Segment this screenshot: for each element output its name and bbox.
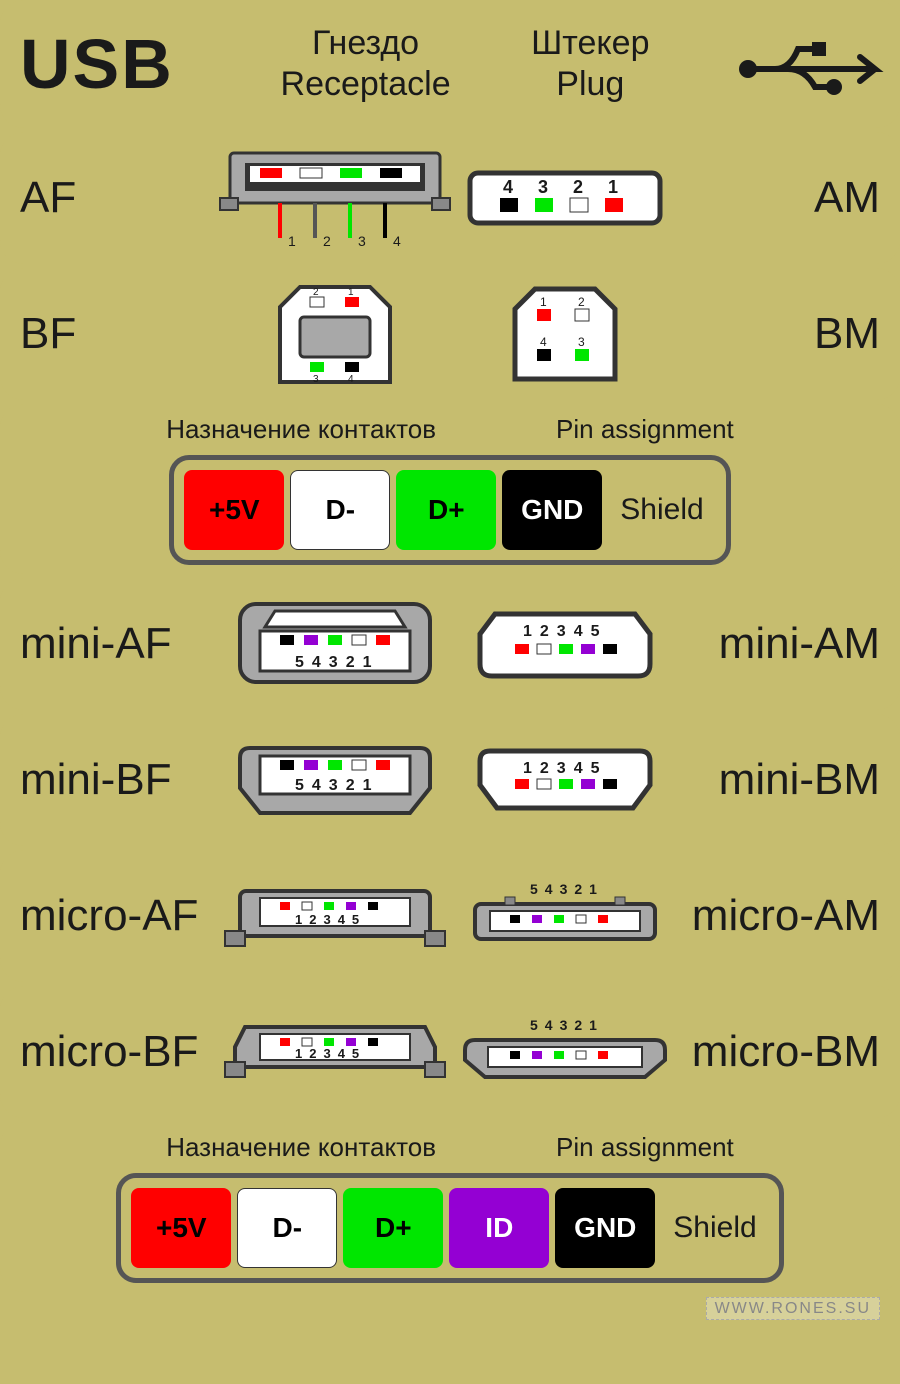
connector-micro-af: 12345 bbox=[220, 876, 450, 956]
connector-mini-af: 54321 bbox=[220, 599, 450, 689]
svg-text:4: 4 bbox=[393, 233, 401, 249]
usb-logo-icon bbox=[730, 29, 880, 99]
connector-micro-bm: 54321 bbox=[450, 1015, 680, 1090]
svg-text:2: 2 bbox=[578, 295, 585, 309]
svg-text:1: 1 bbox=[608, 177, 618, 197]
connector-af: 1 2 3 4 bbox=[220, 138, 450, 258]
svg-text:1: 1 bbox=[288, 233, 296, 249]
svg-text:54321: 54321 bbox=[530, 1017, 604, 1033]
label-micro-af: micro-AF bbox=[20, 891, 220, 941]
label-af: AF bbox=[20, 173, 220, 223]
shield-label: Shield bbox=[608, 493, 715, 527]
label-bf: BF bbox=[20, 309, 220, 359]
pin-+5v: +5V bbox=[184, 470, 284, 550]
svg-text:1: 1 bbox=[348, 287, 354, 298]
label-bm: BM bbox=[680, 309, 880, 359]
pin-+5v: +5V bbox=[131, 1188, 231, 1268]
label-mini-bf: mini-BF bbox=[20, 755, 220, 805]
connector-am: 4 3 2 1 bbox=[450, 163, 680, 233]
svg-text:3: 3 bbox=[578, 335, 585, 349]
svg-text:12345: 12345 bbox=[523, 623, 608, 640]
svg-text:4: 4 bbox=[540, 335, 547, 349]
pin-gnd: GND bbox=[502, 470, 602, 550]
svg-text:1: 1 bbox=[540, 295, 547, 309]
col-plug: Штекер Plug bbox=[531, 23, 649, 105]
connector-mini-am: 12345 bbox=[450, 604, 680, 684]
footer-credit: WWW.RONES.SU bbox=[0, 1296, 900, 1328]
svg-text:3: 3 bbox=[538, 177, 548, 197]
legend1-titles: Назначение контактов Pin assignment bbox=[166, 414, 734, 445]
pin-id: ID bbox=[449, 1188, 549, 1268]
svg-text:12345: 12345 bbox=[295, 1046, 366, 1061]
svg-text:2: 2 bbox=[323, 233, 331, 249]
label-mini-am: mini-AM bbox=[680, 619, 880, 669]
main-title: USB bbox=[20, 24, 200, 104]
svg-text:54321: 54321 bbox=[295, 654, 380, 671]
connector-mini-bm: 12345 bbox=[450, 743, 680, 818]
svg-text:3: 3 bbox=[313, 374, 319, 385]
label-am: AM bbox=[680, 173, 880, 223]
label-micro-bm: micro-BM bbox=[680, 1027, 880, 1077]
pin-gnd: GND bbox=[555, 1188, 655, 1268]
pin-d+: D+ bbox=[396, 470, 496, 550]
label-mini-af: mini-AF bbox=[20, 619, 220, 669]
connector-bm: 1 2 4 3 bbox=[450, 279, 680, 389]
svg-text:2: 2 bbox=[573, 177, 583, 197]
legend2-box: +5VD-D+IDGNDShield bbox=[116, 1173, 783, 1283]
connector-micro-am: 54321 bbox=[450, 879, 680, 954]
svg-text:2: 2 bbox=[313, 287, 319, 298]
shield-label: Shield bbox=[661, 1211, 768, 1245]
svg-text:54321: 54321 bbox=[295, 777, 380, 794]
legend2-titles: Назначение контактов Pin assignment bbox=[166, 1132, 734, 1163]
pin-d+: D+ bbox=[343, 1188, 443, 1268]
connector-bf: 2 1 3 4 bbox=[220, 277, 450, 392]
svg-text:12345: 12345 bbox=[295, 912, 366, 927]
svg-text:4: 4 bbox=[503, 177, 513, 197]
connector-mini-bf: 54321 bbox=[220, 738, 450, 823]
pin-d-: D- bbox=[237, 1188, 337, 1268]
svg-text:12345: 12345 bbox=[523, 760, 608, 777]
legend1-box: +5VD-D+GNDShield bbox=[169, 455, 730, 565]
col-receptacle: Гнездо Receptacle bbox=[281, 23, 451, 105]
connector-micro-bf: 12345 bbox=[220, 1012, 450, 1092]
label-micro-am: micro-AM bbox=[680, 891, 880, 941]
label-mini-bm: mini-BM bbox=[680, 755, 880, 805]
label-micro-bf: micro-BF bbox=[20, 1027, 220, 1077]
pin-d-: D- bbox=[290, 470, 390, 550]
svg-text:3: 3 bbox=[358, 233, 366, 249]
svg-text:4: 4 bbox=[348, 374, 354, 385]
svg-text:54321: 54321 bbox=[530, 881, 604, 897]
